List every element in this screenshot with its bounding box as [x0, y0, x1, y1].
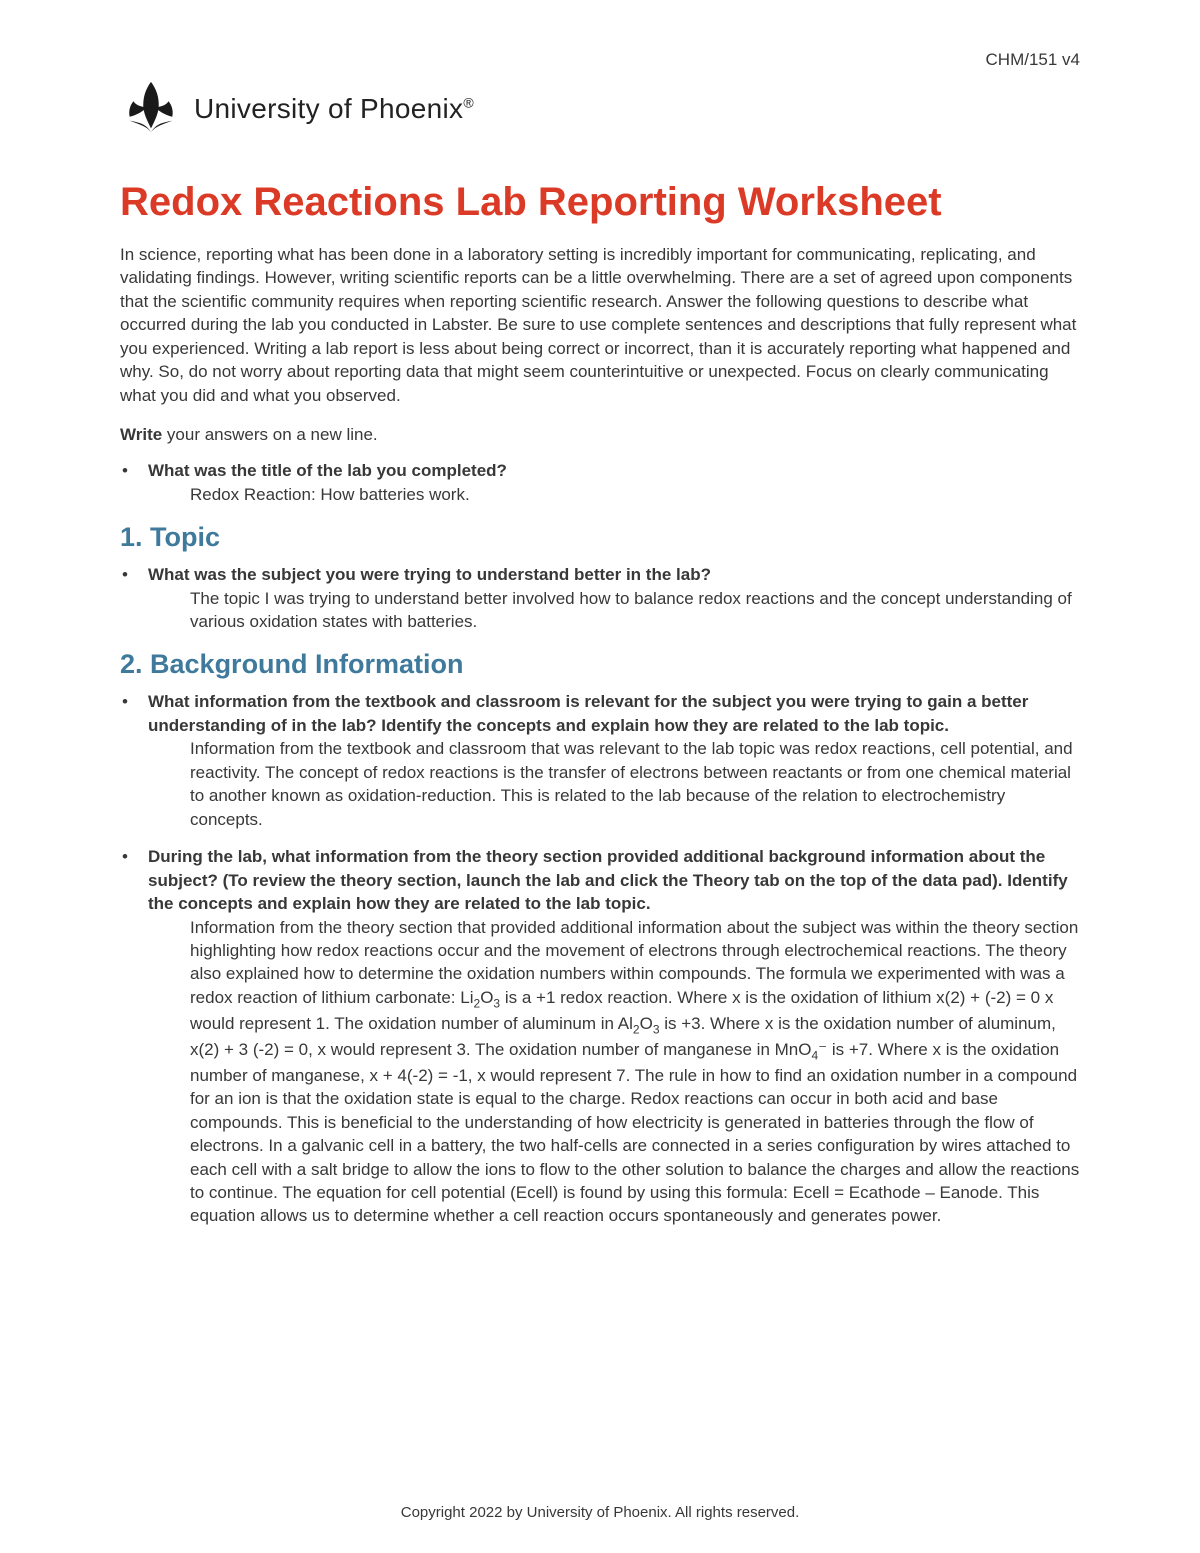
registered-mark: ® — [463, 95, 474, 111]
logo-block: University of Phoenix® — [120, 78, 1080, 140]
phoenix-logo-icon — [120, 78, 182, 140]
copyright-footer: Copyright 2022 by University of Phoenix.… — [0, 1504, 1200, 1521]
bullet-icon: • — [120, 563, 148, 633]
question-block-theory: • During the lab, what information from … — [120, 845, 1080, 1228]
answer-theory: Information from the theory section that… — [148, 916, 1080, 1228]
question-theory: During the lab, what information from th… — [148, 845, 1080, 915]
logo-text: University of Phoenix® — [194, 93, 474, 125]
answer-lab-title: Redox Reaction: How batteries work. — [148, 483, 1080, 506]
answer-theory-mid5: ⁻ is +7. Where x is the oxidation number… — [190, 1040, 1079, 1226]
sub-al2: 2 — [633, 1022, 640, 1036]
intro-paragraph: In science, reporting what has been done… — [120, 243, 1080, 407]
question-textbook: What information from the textbook and c… — [148, 690, 1080, 737]
answer-theory-mid3: O — [640, 1014, 653, 1033]
logo-name: University of Phoenix — [194, 93, 463, 124]
bullet-icon: • — [120, 845, 148, 1228]
write-instruction: Write your answers on a new line. — [120, 425, 1080, 445]
page-container: CHM/151 v4 University of Phoenix® Redox … — [0, 0, 1200, 1292]
question-block-topic: • What was the subject you were trying t… — [120, 563, 1080, 633]
answer-textbook: Information from the textbook and classr… — [148, 737, 1080, 831]
question-block-textbook: • What information from the textbook and… — [120, 690, 1080, 831]
section-2-heading: 2. Background Information — [120, 649, 1080, 680]
bullet-icon: • — [120, 459, 148, 506]
write-bold: Write — [120, 425, 162, 444]
question-lab-title: What was the title of the lab you comple… — [148, 459, 1080, 482]
answer-theory-mid1: O — [480, 988, 493, 1007]
section-1-heading: 1. Topic — [120, 522, 1080, 553]
page-title: Redox Reactions Lab Reporting Worksheet — [120, 180, 1080, 225]
question-block-title: • What was the title of the lab you comp… — [120, 459, 1080, 506]
write-rest: your answers on a new line. — [162, 425, 377, 444]
sub-alo3: 3 — [653, 1022, 660, 1036]
bullet-icon: • — [120, 690, 148, 831]
course-code: CHM/151 v4 — [120, 50, 1080, 70]
answer-subject: The topic I was trying to understand bet… — [148, 587, 1080, 634]
question-subject: What was the subject you were trying to … — [148, 563, 1080, 586]
